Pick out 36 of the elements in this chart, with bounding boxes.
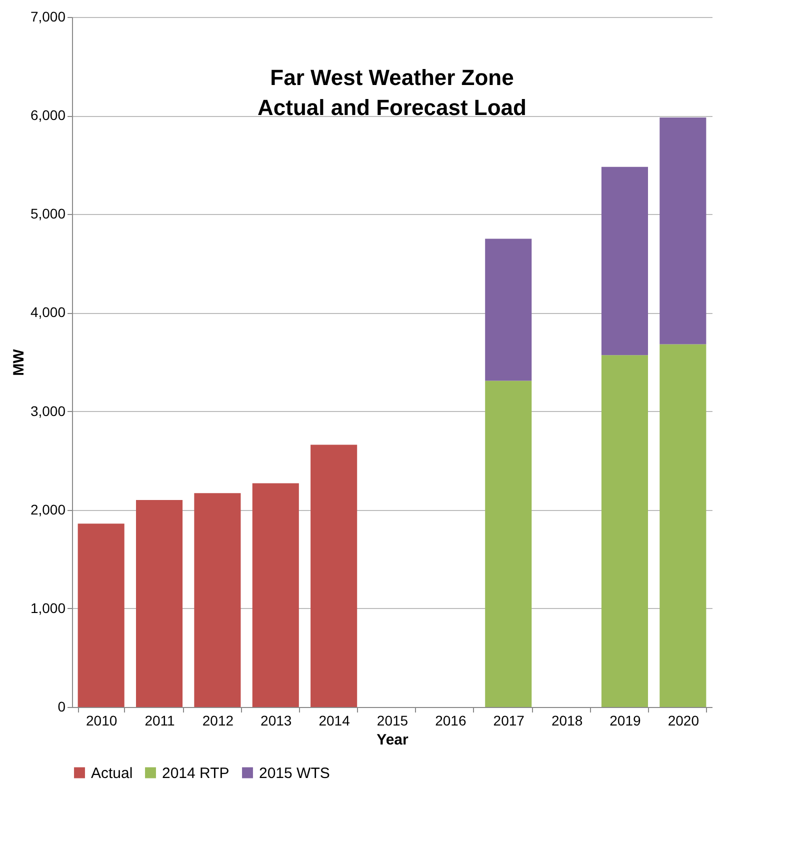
y-tick-label: 1,000 — [30, 600, 66, 616]
x-tick-label: 2012 — [202, 712, 234, 728]
x-tick-label: 2014 — [318, 712, 350, 728]
y-tick-label: 4,000 — [30, 304, 66, 320]
x-tick-label: 2018 — [551, 712, 583, 728]
bar — [252, 483, 299, 707]
bar — [660, 118, 706, 344]
text: Far West Weather Zone Actual and Forecast Load — [258, 65, 526, 120]
x-tick-label: 2020 — [668, 712, 700, 728]
legend-label: 2015 WTS — [259, 764, 330, 782]
bar — [485, 238, 532, 381]
x-tick-label: 2016 — [435, 712, 466, 728]
bar — [485, 380, 532, 707]
x-axis-title: Year — [376, 732, 409, 748]
x-tick-label: 2010 — [86, 712, 118, 728]
bar — [601, 355, 648, 707]
x-tick-label: 2017 — [493, 712, 525, 728]
y-tick-label: 6,000 — [30, 107, 66, 124]
bar — [136, 500, 183, 707]
legend-label: 2014 RTP — [162, 764, 230, 782]
bar — [194, 493, 241, 707]
bar — [660, 344, 706, 707]
x-tick-label: 2019 — [610, 712, 642, 728]
y-tick-label: 0 — [58, 698, 66, 714]
y-tick-label: 5,000 — [30, 206, 66, 222]
bar — [78, 524, 124, 707]
y-tick-label: 3,000 — [30, 402, 66, 419]
y-tick-label: 2,000 — [30, 501, 66, 518]
y-tick-label: 7,000 — [30, 8, 66, 24]
y-axis-title: MW — [10, 348, 28, 376]
bar — [310, 444, 358, 707]
bar — [601, 166, 648, 356]
x-tick-label: 2015 — [376, 712, 408, 728]
x-tick-label: 2011 — [144, 712, 176, 728]
x-tick-label: 2013 — [260, 712, 292, 728]
legend-label: Actual — [91, 764, 133, 782]
